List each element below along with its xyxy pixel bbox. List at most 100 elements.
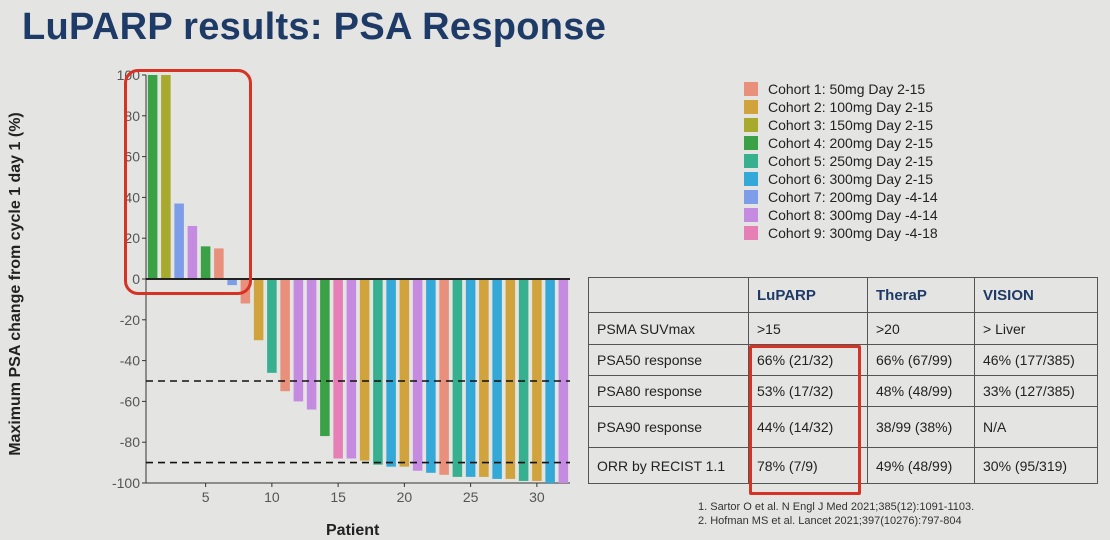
bar-patient-28 (505, 279, 516, 479)
legend-label: Cohort 9: 300mg Day -4-18 (768, 225, 938, 241)
legend-item-cohort-2: Cohort 2: 100mg Day 2-15 (744, 98, 938, 116)
table-cell: 38/99 (38%) (867, 406, 975, 448)
comparison-table: LuPARP TheraP VISION PSMA SUVmax >15 >20 > Li… (588, 277, 1098, 484)
legend-item-cohort-1: Cohort 1: 50mg Day 2-15 (744, 80, 938, 98)
bar-patient-4 (187, 225, 198, 279)
y-tick-label: -80 (120, 434, 140, 450)
bar-patient-3 (174, 203, 184, 279)
bar-patient-14 (320, 279, 330, 437)
legend-item-cohort-9: Cohort 9: 300mg Day -4-18 (744, 224, 938, 242)
table-cell: 66% (67/99) (867, 344, 975, 376)
table-cell: 78% (7/9) (748, 447, 868, 484)
bar-patient-21 (412, 279, 423, 471)
table-header-row: LuPARP TheraP VISION (588, 277, 1098, 313)
bar-patient-25 (465, 279, 476, 477)
table-row: PSA80 response 53% (17/32) 48% (48/99) 33% … (588, 375, 1098, 407)
legend-item-cohort-6: Cohort 6: 300mg Day 2-15 (744, 170, 938, 188)
table-cell: 48% (48/99) (867, 375, 975, 407)
table-header-cell (588, 277, 749, 313)
table-cell: 46% (177/385) (974, 344, 1098, 376)
bar-patient-31 (545, 279, 555, 483)
legend-item-cohort-8: Cohort 8: 300mg Day -4-14 (744, 206, 938, 224)
y-tick-label: 40 (124, 189, 140, 205)
bar-patient-9 (253, 279, 264, 341)
table-cell: >15 (748, 312, 868, 345)
legend-label: Cohort 4: 200mg Day 2-15 (768, 135, 933, 151)
table-cell: > Liver (974, 312, 1098, 345)
table-cell: 53% (17/32) (748, 375, 868, 407)
reference-1: 1. Sartor O et al. N Engl J Med 2021;385… (698, 501, 975, 513)
x-axis-label: Patient (326, 522, 380, 539)
table-cell: 30% (95/319) (974, 447, 1098, 484)
table-row: PSMA SUVmax >15 >20 > Liver (588, 312, 1098, 345)
table-cell: 33% (127/385) (974, 375, 1098, 407)
highlight-box-positive-bars (124, 69, 252, 295)
bar-patient-17 (359, 279, 370, 461)
bars-group (147, 75, 569, 483)
table-cell: PSMA SUVmax (588, 312, 749, 345)
legend-label: Cohort 8: 300mg Day -4-14 (768, 207, 938, 223)
highlight-box-luparp-column (749, 345, 861, 495)
reference-2: 2. Hofman MS et al. Lancet 2021;397(1027… (698, 515, 962, 527)
y-tick-label: 20 (124, 230, 140, 246)
legend-label: Cohort 1: 50mg Day 2-15 (768, 81, 926, 97)
legend-swatch (744, 82, 758, 96)
table-row: PSA90 response 44% (14/32) 38/99 (38%) N/A (588, 406, 1098, 448)
x-tick-label: 30 (529, 489, 545, 505)
y-tick-label: -100 (112, 475, 140, 491)
legend-label: Cohort 5: 250mg Day 2-15 (768, 153, 933, 169)
y-tick-label: -20 (120, 312, 140, 328)
legend-swatch (744, 154, 758, 168)
slide-title: LuPARP results: PSA Response (22, 6, 607, 48)
bar-patient-6 (214, 248, 224, 279)
bar-patient-26 (479, 279, 489, 477)
references: 1. Sartor O et al. N Engl J Med 2021;385… (698, 500, 974, 528)
bar-patient-10 (267, 279, 277, 373)
table-cell: >20 (867, 312, 975, 345)
y-tick-label: 80 (124, 108, 140, 124)
table-cell: 49% (48/99) (867, 447, 975, 484)
bar-patient-27 (492, 279, 502, 479)
legend-swatch (744, 172, 758, 186)
y-tick-label: -60 (120, 393, 140, 409)
legend-label: Cohort 7: 200mg Day -4-14 (768, 189, 938, 205)
legend-item-cohort-4: Cohort 4: 200mg Day 2-15 (744, 134, 938, 152)
y-tick-label: -40 (120, 353, 140, 369)
legend-item-cohort-7: Cohort 7: 200mg Day -4-14 (744, 188, 938, 206)
bar-patient-13 (306, 279, 317, 410)
table-body: PSMA SUVmax >15 >20 > Liver PSA50 response 66… (588, 312, 1098, 484)
legend-label: Cohort 6: 300mg Day 2-15 (768, 171, 933, 187)
table-cell: N/A (974, 406, 1098, 448)
bar-patient-1 (147, 75, 158, 279)
legend-swatch (744, 226, 758, 240)
bar-patient-2 (161, 75, 171, 279)
legend-swatch (744, 136, 758, 150)
table-cell: ORR by RECIST 1.1 (588, 447, 749, 484)
legend-label: Cohort 2: 100mg Day 2-15 (768, 99, 933, 115)
reference-lines (146, 278, 570, 464)
bar-patient-22 (426, 279, 436, 473)
table-header-cell: VISION (974, 277, 1098, 313)
x-tick-label: 10 (264, 489, 280, 505)
x-tick-label: 15 (330, 489, 346, 505)
bar-patient-30 (532, 279, 542, 481)
bar-patient-23 (439, 279, 449, 475)
legend-swatch (744, 208, 758, 222)
bar-patient-29 (518, 279, 529, 481)
y-tick-label: 0 (132, 271, 140, 287)
bar-patient-16 (346, 279, 357, 459)
table-header-cell: TheraP (867, 277, 975, 313)
bar-patient-5 (200, 246, 211, 279)
table-header-cell: LuPARP (748, 277, 868, 313)
bar-patient-20 (399, 279, 410, 467)
bar-patient-15 (333, 279, 343, 459)
legend-label: Cohort 3: 150mg Day 2-15 (768, 117, 933, 133)
x-tick-label: 5 (202, 489, 210, 505)
bar-patient-11 (280, 279, 290, 392)
table-row: ORR by RECIST 1.1 78% (7/9) 49% (48/99) 30%… (588, 447, 1098, 484)
legend: Cohort 1: 50mg Day 2-15 Cohort 2: 100mg D… (744, 80, 938, 242)
legend-item-cohort-3: Cohort 3: 150mg Day 2-15 (744, 116, 938, 134)
bar-patient-12 (293, 279, 304, 402)
legend-item-cohort-5: Cohort 5: 250mg Day 2-15 (744, 152, 938, 170)
